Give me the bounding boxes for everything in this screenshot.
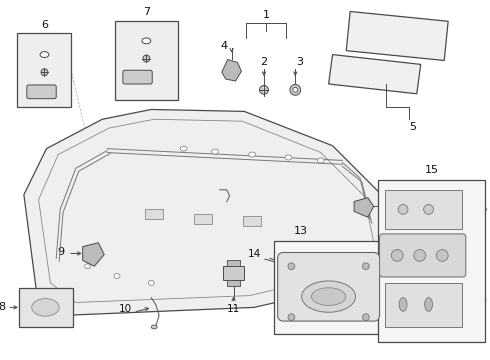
Ellipse shape bbox=[302, 281, 356, 312]
Polygon shape bbox=[222, 59, 242, 81]
Ellipse shape bbox=[398, 204, 408, 214]
Text: 1: 1 bbox=[263, 10, 270, 21]
Text: 3: 3 bbox=[296, 58, 303, 67]
Text: 7: 7 bbox=[143, 8, 150, 17]
FancyBboxPatch shape bbox=[380, 234, 466, 277]
Text: 15: 15 bbox=[424, 165, 439, 175]
Ellipse shape bbox=[40, 51, 49, 58]
Text: 17: 17 bbox=[475, 300, 488, 310]
Bar bbox=[115, 21, 178, 100]
Text: 11: 11 bbox=[227, 304, 240, 314]
Polygon shape bbox=[24, 109, 392, 315]
Ellipse shape bbox=[85, 264, 91, 269]
Ellipse shape bbox=[293, 87, 298, 92]
Bar bbox=[378, 180, 486, 342]
Ellipse shape bbox=[143, 55, 150, 62]
Ellipse shape bbox=[41, 69, 48, 76]
Polygon shape bbox=[329, 55, 421, 94]
Polygon shape bbox=[346, 12, 448, 60]
Bar bbox=[244, 216, 261, 226]
Text: 13: 13 bbox=[294, 226, 308, 236]
Text: 12: 12 bbox=[394, 199, 408, 210]
Bar bbox=[227, 260, 241, 266]
Polygon shape bbox=[83, 243, 104, 266]
Ellipse shape bbox=[425, 298, 433, 311]
Text: 5: 5 bbox=[409, 122, 416, 132]
Bar bbox=[274, 241, 384, 334]
FancyBboxPatch shape bbox=[123, 70, 152, 84]
Ellipse shape bbox=[437, 249, 448, 261]
Bar bbox=[227, 280, 241, 286]
Text: 4: 4 bbox=[220, 41, 227, 51]
Ellipse shape bbox=[288, 263, 295, 270]
Polygon shape bbox=[354, 198, 374, 217]
Ellipse shape bbox=[151, 325, 157, 329]
Bar bbox=[146, 210, 163, 219]
Text: 14: 14 bbox=[342, 240, 355, 251]
Ellipse shape bbox=[288, 314, 295, 321]
Ellipse shape bbox=[148, 280, 154, 285]
Bar bbox=[386, 190, 462, 229]
Ellipse shape bbox=[285, 155, 292, 160]
Text: 16: 16 bbox=[475, 204, 488, 215]
Bar bbox=[195, 214, 212, 224]
Ellipse shape bbox=[114, 274, 120, 279]
Bar bbox=[223, 266, 245, 280]
Ellipse shape bbox=[312, 288, 346, 305]
Ellipse shape bbox=[180, 146, 187, 151]
Ellipse shape bbox=[290, 85, 301, 95]
Ellipse shape bbox=[363, 314, 369, 321]
Ellipse shape bbox=[392, 249, 403, 261]
Bar bbox=[386, 283, 462, 327]
Ellipse shape bbox=[424, 204, 434, 214]
Text: 8: 8 bbox=[0, 302, 5, 312]
Ellipse shape bbox=[260, 85, 269, 94]
FancyBboxPatch shape bbox=[278, 252, 380, 321]
Ellipse shape bbox=[212, 149, 219, 154]
FancyBboxPatch shape bbox=[27, 85, 56, 99]
Text: 6: 6 bbox=[41, 20, 48, 30]
Ellipse shape bbox=[32, 298, 59, 316]
Ellipse shape bbox=[414, 249, 426, 261]
Ellipse shape bbox=[249, 152, 256, 157]
Ellipse shape bbox=[142, 38, 151, 44]
Text: 10: 10 bbox=[119, 304, 132, 314]
Ellipse shape bbox=[363, 263, 369, 270]
Text: 14: 14 bbox=[247, 249, 261, 260]
Text: 9: 9 bbox=[57, 247, 65, 257]
Ellipse shape bbox=[318, 158, 324, 163]
Bar bbox=[17, 33, 71, 107]
Ellipse shape bbox=[399, 298, 407, 311]
Text: 2: 2 bbox=[260, 58, 268, 67]
Bar bbox=[19, 288, 73, 327]
